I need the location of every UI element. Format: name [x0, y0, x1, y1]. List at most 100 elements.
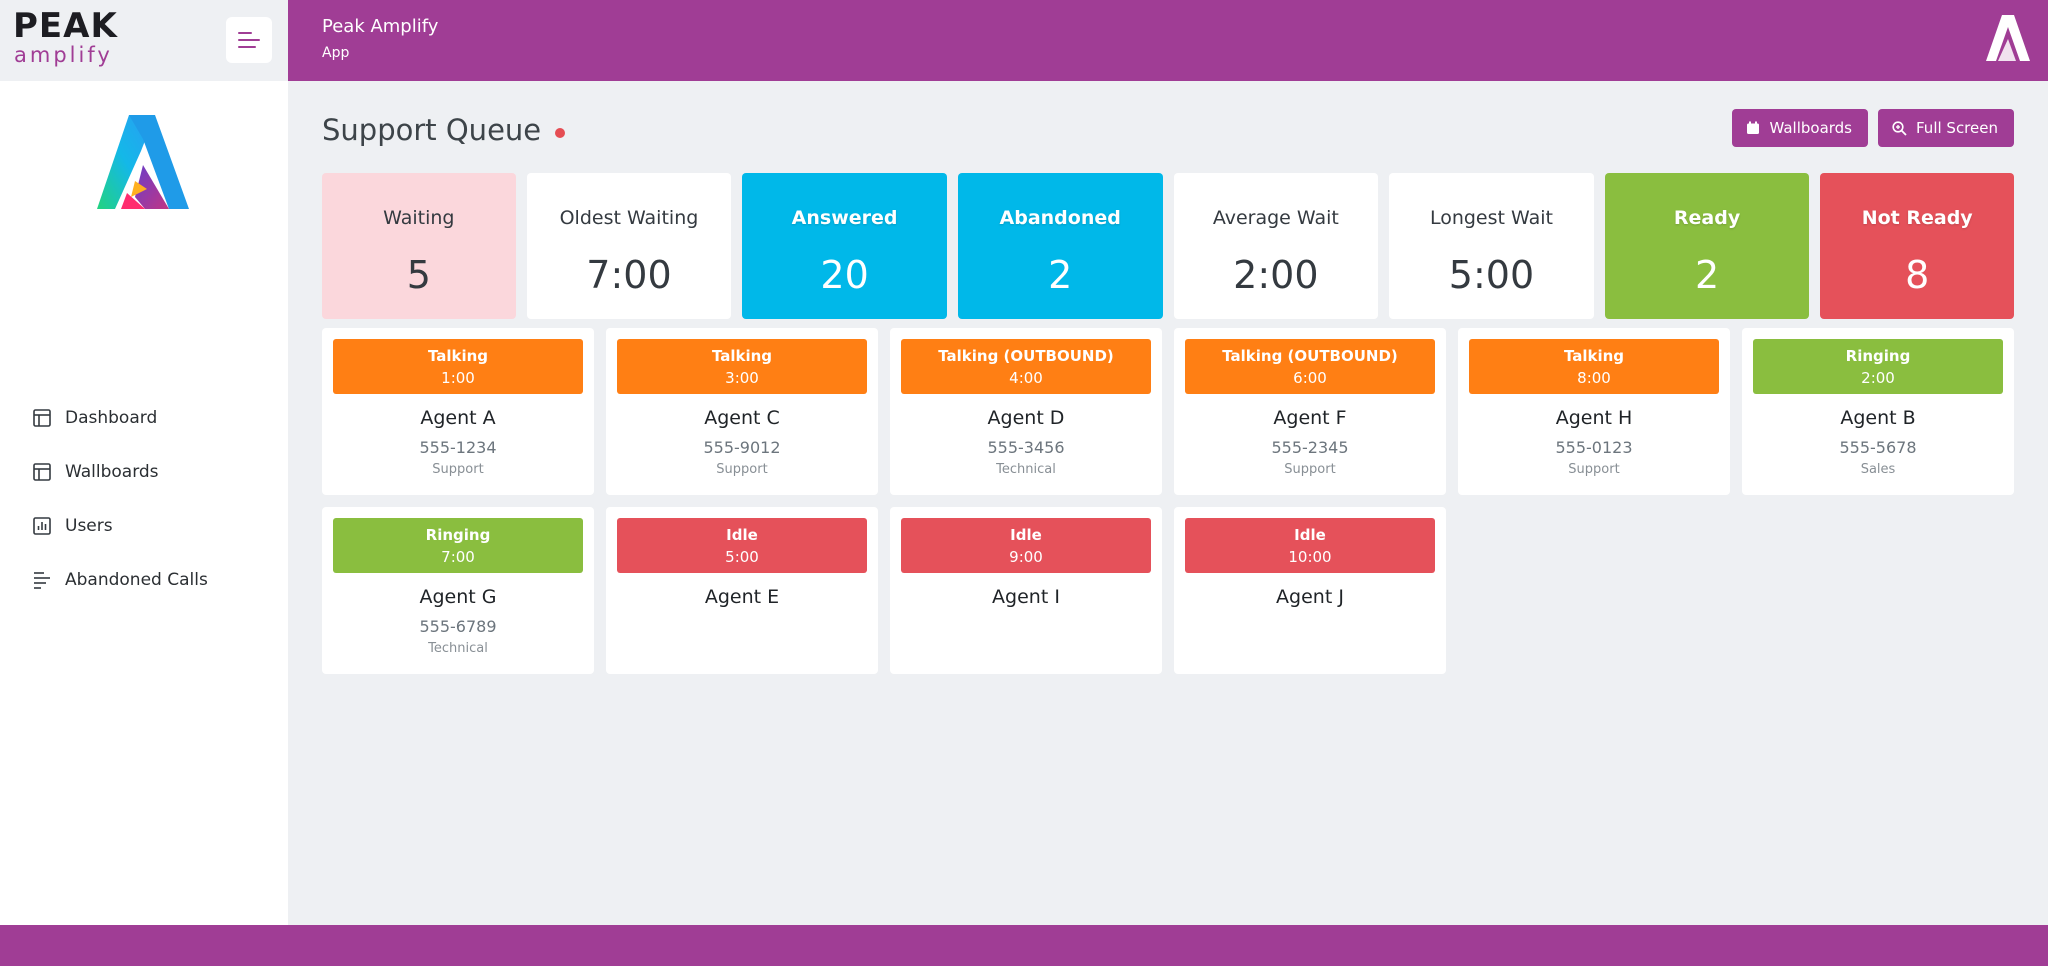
stat-label: Longest Wait [1429, 207, 1553, 229]
stat-label: Not Ready [1861, 207, 1973, 229]
agent-status-banner: Ringing 7:00 [333, 518, 583, 573]
page-title: Support Queue [322, 113, 566, 147]
stat-waiting: Waiting 5 [322, 173, 516, 319]
agent-card[interactable]: Talking (OUTBOUND) 4:00 Agent D 555-3456… [890, 328, 1162, 495]
stat-label: Oldest Waiting [559, 207, 699, 229]
peak-amplify-logo[interactable]: PEAK amplify [13, 8, 118, 66]
page-title-text: Support Queue [322, 113, 542, 147]
logo-wordmark-amplify: amplify [14, 43, 113, 67]
agent-status: Talking (OUTBOUND) [1222, 346, 1398, 365]
agent-name: Agent D [987, 407, 1065, 429]
agent-department: Support [1284, 462, 1336, 477]
agent-card[interactable]: Talking 8:00 Agent H 555-0123 Support [1458, 328, 1730, 495]
agent-name: Agent B [1840, 407, 1916, 429]
stat-label: Average Wait [1212, 207, 1339, 229]
agent-extension: 555-1234 [419, 438, 497, 457]
full-screen-button[interactable]: Full Screen [1878, 109, 2014, 147]
layout-icon [32, 462, 52, 482]
stat-label: Abandoned [999, 207, 1121, 229]
agent-status-time: 6:00 [1293, 368, 1327, 387]
stat-ready: Ready 2 [1604, 173, 1810, 319]
sidebar-item-abandoned-calls[interactable]: Abandoned Calls [0, 553, 288, 607]
top-bar: Peak Amplify App [288, 0, 2048, 81]
app-subtitle: App [322, 45, 350, 61]
agent-status-time: 9:00 [1009, 547, 1043, 566]
agent-department: Support [432, 462, 484, 477]
agent-card[interactable]: Ringing 2:00 Agent B 555-5678 Sales [1742, 328, 2014, 495]
sidebar-item-wallboards[interactable]: Wallboards [0, 445, 288, 499]
bar-chart-icon [32, 516, 52, 536]
agent-status-time: 3:00 [725, 368, 759, 387]
sidebar-item-label: Dashboard [65, 408, 158, 428]
agent-extension: 555-5678 [1839, 438, 1917, 457]
agent-status-banner: Idle 5:00 [617, 518, 867, 573]
amplify-brand-logo [97, 115, 189, 209]
agent-department: Support [1568, 462, 1620, 477]
agent-status-banner: Talking 8:00 [1469, 339, 1719, 394]
agent-extension: 555-6789 [419, 617, 497, 636]
agent-card[interactable]: Ringing 7:00 Agent G 555-6789 Technical [322, 507, 594, 674]
agent-status-time: 7:00 [441, 547, 475, 566]
calendar-icon [1746, 121, 1760, 135]
agent-status: Talking (OUTBOUND) [938, 346, 1114, 365]
agent-name: Agent A [420, 407, 496, 429]
stat-value: 8 [1905, 253, 1930, 297]
agent-card[interactable]: Talking 1:00 Agent A 555-1234 Support [322, 328, 594, 495]
agent-status-banner: Ringing 2:00 [1753, 339, 2003, 394]
agent-department: Technical [428, 641, 488, 656]
stat-label: Answered [791, 207, 898, 229]
app-title: Peak Amplify [322, 16, 439, 37]
agent-card[interactable]: Idle 5:00 Agent E [606, 507, 878, 674]
menu-toggle-button[interactable] [226, 17, 272, 63]
stat-average-wait: Average Wait 2:00 [1173, 173, 1379, 319]
stat-value: 2 [1694, 253, 1720, 297]
zoom-icon [1892, 120, 1907, 136]
agent-status: Idle [1010, 525, 1042, 544]
stat-value: 5 [406, 253, 431, 297]
agent-name: Agent J [1276, 586, 1344, 608]
live-status-dot [555, 128, 566, 138]
agent-name: Agent F [1273, 407, 1347, 429]
align-left-icon [32, 570, 52, 590]
stat-label: Waiting [383, 207, 455, 229]
agent-card[interactable]: Talking 3:00 Agent C 555-9012 Support [606, 328, 878, 495]
agent-status: Talking [711, 346, 773, 365]
agent-status-banner: Talking 1:00 [333, 339, 583, 394]
stat-value: 2:00 [1233, 253, 1319, 297]
agent-status-banner: Talking 3:00 [617, 339, 867, 394]
page-actions: Wallboards Full Screen [1732, 109, 2014, 147]
sidebar-item-label: Users [65, 516, 113, 536]
agent-department: Sales [1860, 462, 1896, 477]
sidebar-item-label: Wallboards [65, 462, 159, 482]
agent-status-banner: Talking (OUTBOUND) 6:00 [1185, 339, 1435, 394]
agent-name: Agent I [992, 586, 1060, 608]
sidebar-item-users[interactable]: Users [0, 499, 288, 553]
agent-status: Ringing [425, 525, 491, 544]
agent-extension: 555-9012 [703, 438, 781, 457]
wallboards-button[interactable]: Wallboards [1732, 109, 1868, 147]
agent-status-time: 10:00 [1288, 547, 1332, 566]
layout-icon [32, 408, 52, 428]
agent-status-time: 2:00 [1861, 368, 1895, 387]
agent-status: Talking [1563, 346, 1625, 365]
agent-status-time: 8:00 [1577, 368, 1611, 387]
sidebar-item-dashboard[interactable]: Dashboard [0, 391, 288, 445]
stat-value: 20 [820, 253, 869, 297]
agent-card[interactable]: Idle 10:00 Agent J [1174, 507, 1446, 674]
main-content: Support Queue Wallboards Full Screen Wai… [288, 81, 2048, 925]
agent-status-banner: Talking (OUTBOUND) 4:00 [901, 339, 1151, 394]
agent-card[interactable]: Talking (OUTBOUND) 6:00 Agent F 555-2345… [1174, 328, 1446, 495]
agent-status: Idle [726, 525, 758, 544]
agent-card[interactable]: Idle 9:00 Agent I [890, 507, 1162, 674]
agent-extension: 555-2345 [1271, 438, 1349, 457]
agent-name: Agent C [704, 407, 780, 429]
brand-area: PEAK amplify [0, 0, 288, 81]
full-screen-button-label: Full Screen [1916, 119, 1998, 137]
agent-status-time: 4:00 [1009, 368, 1043, 387]
stat-oldest-waiting: Oldest Waiting 7:00 [526, 173, 732, 319]
stat-abandoned: Abandoned 2 [957, 173, 1163, 319]
agent-extension: 555-3456 [987, 438, 1065, 457]
stat-value: 7:00 [586, 253, 672, 297]
stat-answered: Answered 20 [742, 173, 947, 319]
agent-name: Agent G [419, 586, 497, 608]
